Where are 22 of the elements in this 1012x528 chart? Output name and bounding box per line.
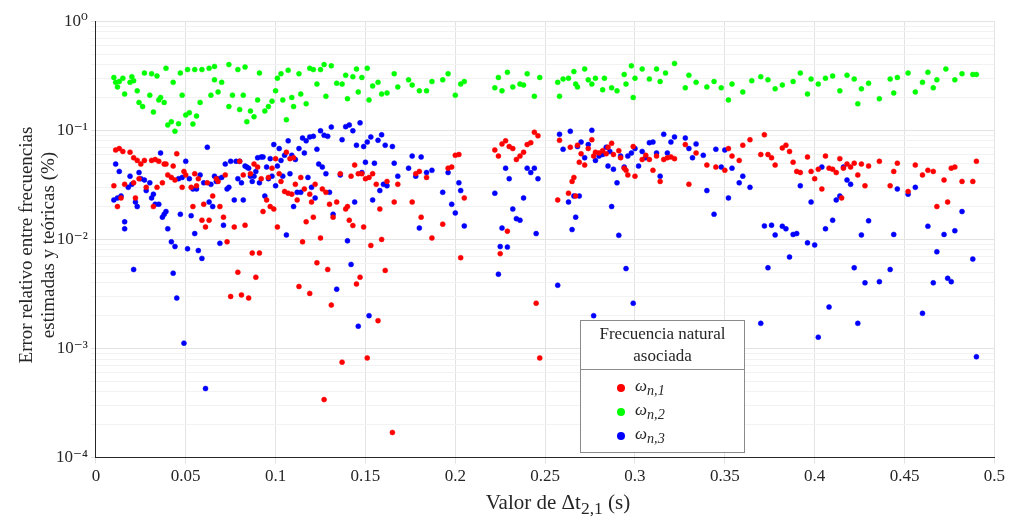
- x-axis-title: Valor de Δt$_{2,1}$ (s): [484, 490, 632, 520]
- legend-label: ω$_{n,1}$: [635, 376, 665, 400]
- y-tick-label: 10⁰: [64, 10, 89, 30]
- x-tick-label: 0.1: [264, 466, 287, 486]
- y-tick-label: 10⁻²: [56, 228, 88, 248]
- legend-title: Frecuencia natural asociada: [580, 320, 745, 370]
- y-tick-label: 10⁻³: [56, 337, 88, 357]
- legend-label: ω$_{n,3}$: [635, 424, 665, 448]
- y-tick-label: 10⁻¹: [56, 119, 88, 139]
- x-tick-label: 0.45: [889, 466, 920, 486]
- y-axis-title: Error relativo entre frecuencias estimadas y teóricas (%): [15, 126, 58, 364]
- x-tick-label: 0.15: [350, 466, 381, 486]
- x-tick-label: 0.3: [624, 466, 646, 486]
- x-tick-label: 0.4: [804, 466, 826, 486]
- y-tick-label: 10⁻⁴: [55, 447, 88, 467]
- x-tick-label: 0.2: [444, 466, 466, 486]
- x-tick-label: 0: [91, 466, 101, 486]
- legend-label: ω$_{n,2}$: [635, 400, 665, 424]
- x-tick-label: 0.05: [170, 466, 201, 486]
- x-tick-label: 0.5: [983, 466, 1005, 486]
- x-tick-label: 0.35: [709, 466, 740, 486]
- x-tick-label: 0.25: [530, 466, 561, 486]
